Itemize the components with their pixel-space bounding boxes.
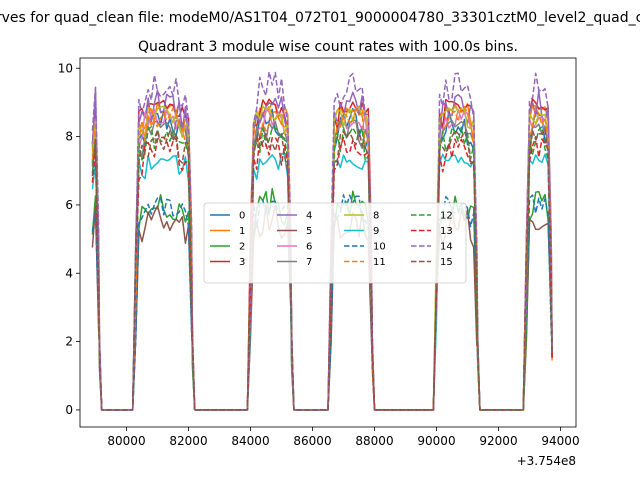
legend-label: 1 [239, 226, 245, 237]
legend-label: 3 [239, 257, 245, 268]
x-axis: 80000 82000 84000 86000 88000 90000 92000 94000 [107, 427, 580, 448]
x-tick-label: 88000 [355, 434, 393, 448]
figure-suptitle: Light curves for quad_clean file: modeM0… [0, 10, 640, 26]
y-tick-label: 8 [65, 130, 73, 144]
x-tick-label: 82000 [169, 434, 207, 448]
legend-label: 11 [373, 257, 386, 268]
legend-label: 13 [440, 226, 453, 237]
x-tick-label: 94000 [541, 434, 579, 448]
y-tick-label: 4 [65, 266, 73, 280]
series-line-15 [91, 129, 553, 411]
legend-label: 5 [306, 226, 312, 237]
legend-label: 7 [306, 257, 312, 268]
legend-label: 12 [440, 211, 453, 222]
y-tick-label: 10 [58, 61, 73, 75]
legend-label: 2 [239, 242, 245, 253]
x-tick-label: 80000 [107, 434, 145, 448]
legend-label: 9 [373, 226, 379, 237]
legend-label: 4 [306, 211, 312, 222]
x-offset-label: +3.754e8 [517, 454, 576, 468]
y-tick-label: 0 [65, 403, 73, 417]
legend-label: 15 [440, 257, 453, 268]
legend-label: 6 [306, 242, 312, 253]
legend-label: 10 [373, 242, 386, 253]
x-tick-label: 90000 [417, 434, 455, 448]
legend-frame [203, 202, 467, 284]
x-tick-label: 86000 [293, 434, 331, 448]
legend-label: 0 [239, 211, 245, 222]
legend-label: 8 [373, 211, 379, 222]
y-axis: 0 2 4 6 8 10 [58, 61, 80, 417]
series-lines [91, 71, 553, 411]
x-tick-label: 92000 [479, 434, 517, 448]
legend-label: 14 [440, 242, 453, 253]
y-tick-label: 2 [65, 335, 73, 349]
plot-frame [79, 57, 577, 428]
x-tick-label: 84000 [231, 434, 269, 448]
y-tick-label: 6 [65, 198, 73, 212]
chart-title: Quadrant 3 module wise count rates with … [138, 39, 518, 55]
